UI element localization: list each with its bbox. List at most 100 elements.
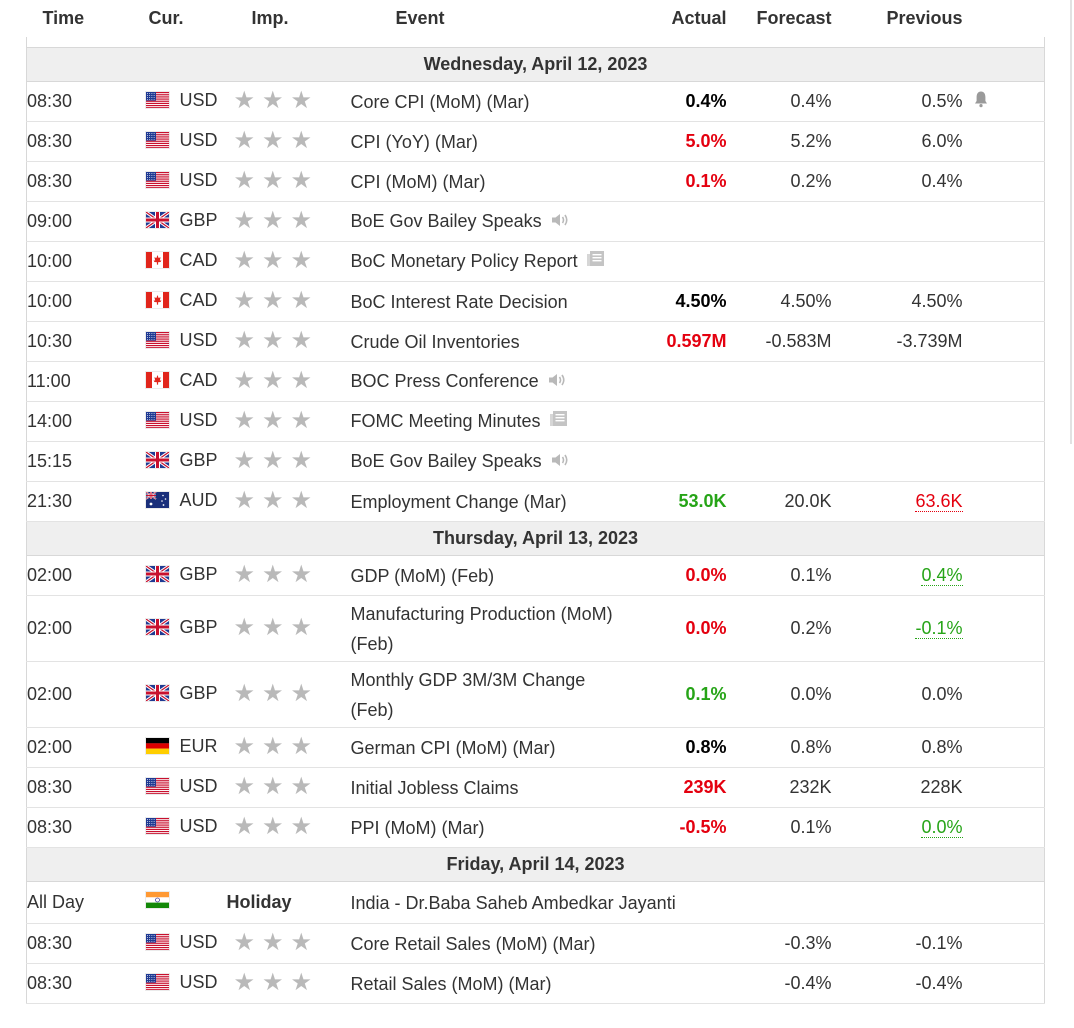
event-cell[interactable]: Manufacturing Production (MoM) (Feb) bbox=[350, 595, 627, 662]
event-row[interactable]: 10:00 CAD ★ ★ ★ BoC Monetary Policy Report bbox=[26, 241, 1045, 282]
currency-code: USD bbox=[179, 89, 218, 110]
event-name[interactable]: Core CPI (MoM) (Mar) bbox=[350, 91, 530, 112]
event-name[interactable]: CPI (YoY) (Mar) bbox=[350, 131, 478, 152]
event-row[interactable]: 11:00 CAD ★ ★ ★ BOC Press Conference bbox=[26, 361, 1045, 402]
event-time: 11:00 bbox=[26, 361, 127, 402]
currency-wrap bbox=[127, 892, 180, 908]
speaker-icon bbox=[550, 447, 570, 477]
importance-cell: ★ ★ ★ bbox=[226, 401, 351, 442]
holiday-event-name[interactable]: India - Dr.Baba Saheb Ambedkar Jayanti bbox=[350, 881, 1045, 924]
event-row[interactable]: 21:30 AUD ★ ★ ★ Employment Change (Mar) 53.0K 2… bbox=[26, 481, 1045, 522]
previous-value[interactable]: 0.0% bbox=[921, 817, 963, 838]
event-name[interactable]: Initial Jobless Claims bbox=[350, 777, 519, 798]
event-cell[interactable]: FOMC Meeting Minutes bbox=[350, 401, 627, 442]
event-row[interactable]: 10:30 USD ★ ★ ★ Crude Oil Inventories 0.597M -0… bbox=[26, 321, 1045, 362]
event-name[interactable]: BoC Interest Rate Decision bbox=[350, 291, 568, 312]
forecast-value: 20.0K bbox=[726, 481, 832, 522]
event-name[interactable]: Employment Change (Mar) bbox=[350, 491, 567, 512]
event-row[interactable]: 02:00 GBP ★ ★ ★ Manufacturing Production (MoM… bbox=[26, 595, 1045, 662]
event-row[interactable]: 08:30 USD ★ ★ ★ Initial Jobless Claims 239K 232… bbox=[26, 767, 1045, 808]
actual-value: 0.0% bbox=[626, 555, 727, 596]
column-header-event[interactable]: Event bbox=[395, 8, 445, 28]
event-cell[interactable]: PPI (MoM) (Mar) bbox=[350, 807, 627, 848]
event-cell[interactable]: BoC Interest Rate Decision bbox=[350, 281, 627, 322]
event-row[interactable]: 08:30 USD ★ ★ ★ Core CPI (MoM) (Mar) 0.4% 0.4% 0… bbox=[26, 81, 1045, 122]
currency-code: USD bbox=[179, 129, 218, 150]
event-row[interactable]: 08:30 USD ★ ★ ★ PPI (MoM) (Mar) -0.5% 0.1% 0.0% bbox=[26, 807, 1045, 848]
star-icon: ★ bbox=[290, 407, 313, 434]
event-cell[interactable]: Crude Oil Inventories bbox=[350, 321, 627, 362]
event-row[interactable]: 15:15 GBP ★ ★ ★ BoE Gov Bailey Speaks bbox=[26, 441, 1045, 482]
event-cell[interactable]: Core Retail Sales (MoM) (Mar) bbox=[350, 923, 627, 964]
event-row[interactable]: 02:00 GBP ★ ★ ★ GDP (MoM) (Feb) 0.0% 0.1% 0.4% bbox=[26, 555, 1045, 596]
event-cell[interactable]: BoC Monetary Policy Report bbox=[350, 241, 627, 282]
previous-value: -0.1% bbox=[915, 933, 963, 953]
event-row[interactable]: 09:00 GBP ★ ★ ★ BoE Gov Bailey Speaks bbox=[26, 201, 1045, 242]
event-cell[interactable]: BoE Gov Bailey Speaks bbox=[350, 201, 627, 242]
column-header-forecast[interactable]: Forecast bbox=[756, 8, 832, 28]
importance-stars: ★ ★ ★ bbox=[227, 329, 313, 353]
event-row[interactable]: 02:00 GBP ★ ★ ★ Monthly GDP 3M/3M Change (Feb… bbox=[26, 661, 1045, 728]
event-name[interactable]: BoC Monetary Policy Report bbox=[350, 250, 578, 271]
event-name[interactable]: BoE Gov Bailey Speaks bbox=[350, 210, 542, 231]
currency-cell: CAD bbox=[126, 281, 227, 322]
report-icon bbox=[549, 407, 569, 437]
event-cell[interactable]: Initial Jobless Claims bbox=[350, 767, 627, 808]
event-name[interactable]: Retail Sales (MoM) (Mar) bbox=[350, 973, 552, 994]
event-cell[interactable]: Core CPI (MoM) (Mar) bbox=[350, 81, 627, 122]
event-row[interactable]: 10:00 CAD ★ ★ ★ BoC Interest Rate Decision 4.5… bbox=[26, 281, 1045, 322]
previous-value[interactable]: -0.1% bbox=[915, 618, 963, 639]
importance-stars: ★ ★ ★ bbox=[227, 407, 313, 434]
event-row[interactable]: 08:30 USD ★ ★ ★ Retail Sales (MoM) (Mar) -0.4%… bbox=[26, 963, 1045, 1004]
importance-stars: ★ ★ ★ bbox=[227, 561, 313, 588]
event-name[interactable]: Manufacturing Production (MoM) (Feb) bbox=[350, 603, 613, 654]
event-name[interactable]: FOMC Meeting Minutes bbox=[350, 410, 541, 431]
event-cell[interactable]: Retail Sales (MoM) (Mar) bbox=[350, 963, 627, 1004]
event-name[interactable]: GDP (MoM) (Feb) bbox=[350, 565, 495, 586]
holiday-row[interactable]: All Day Holiday India - Dr.Baba Saheb Ambe… bbox=[26, 881, 1045, 924]
event-cell[interactable]: CPI (YoY) (Mar) bbox=[350, 121, 627, 162]
column-header-previous[interactable]: Previous bbox=[886, 8, 963, 28]
event-cell[interactable]: CPI (MoM) (Mar) bbox=[350, 161, 627, 202]
event-name[interactable]: BOC Press Conference bbox=[350, 370, 539, 391]
column-header-time[interactable]: Time bbox=[42, 8, 85, 28]
event-cell[interactable]: Monthly GDP 3M/3M Change (Feb) bbox=[350, 661, 627, 728]
star-icon: ★ bbox=[262, 733, 284, 760]
previous-value[interactable]: 63.6K bbox=[915, 491, 963, 512]
event-name[interactable]: Monthly GDP 3M/3M Change (Feb) bbox=[350, 669, 586, 720]
currency-wrap: GBP bbox=[127, 210, 218, 231]
importance-stars: ★ ★ ★ bbox=[227, 815, 313, 839]
event-name[interactable]: Core Retail Sales (MoM) (Mar) bbox=[350, 933, 596, 954]
star-icon: ★ bbox=[290, 247, 313, 274]
event-cell[interactable]: Employment Change (Mar) bbox=[350, 481, 627, 522]
event-row[interactable]: 08:30 USD ★ ★ ★ CPI (YoY) (Mar) 5.0% 5.2% 6.0% bbox=[26, 121, 1045, 162]
event-row[interactable]: 14:00 USD ★ ★ ★ FOMC Meeting Minutes bbox=[26, 401, 1045, 442]
column-header-importance[interactable]: Imp. bbox=[251, 8, 289, 28]
event-name[interactable]: CPI (MoM) (Mar) bbox=[350, 171, 486, 192]
forecast-value: 0.4% bbox=[726, 81, 832, 122]
event-cell[interactable]: GDP (MoM) (Feb) bbox=[350, 555, 627, 596]
currency-wrap: USD bbox=[127, 972, 218, 993]
event-cell[interactable]: BoE Gov Bailey Speaks bbox=[350, 441, 627, 482]
star-icon: ★ bbox=[233, 127, 256, 154]
forecast-value bbox=[726, 441, 832, 482]
gb-flag-icon bbox=[145, 619, 169, 636]
previous-value[interactable]: 0.4% bbox=[921, 565, 963, 586]
event-row[interactable]: 02:00 EUR ★ ★ ★ German CPI (MoM) (Mar) 0.8% 0.8… bbox=[26, 727, 1045, 768]
event-cell[interactable]: BOC Press Conference bbox=[350, 361, 627, 402]
alert-cell bbox=[962, 441, 1045, 482]
star-icon: ★ bbox=[262, 561, 284, 588]
column-header-currency[interactable]: Cur. bbox=[148, 8, 184, 28]
importance-cell: ★ ★ ★ bbox=[226, 555, 351, 596]
star-icon: ★ bbox=[262, 773, 284, 800]
event-name[interactable]: BoE Gov Bailey Speaks bbox=[350, 450, 542, 471]
event-name[interactable]: German CPI (MoM) (Mar) bbox=[350, 737, 556, 758]
event-row[interactable]: 08:30 USD ★ ★ ★ CPI (MoM) (Mar) 0.1% 0.2% 0.4% bbox=[26, 161, 1045, 202]
column-header-actual[interactable]: Actual bbox=[671, 8, 727, 28]
event-cell[interactable]: German CPI (MoM) (Mar) bbox=[350, 727, 627, 768]
event-name[interactable]: Crude Oil Inventories bbox=[350, 331, 520, 352]
star-icon: ★ bbox=[262, 167, 284, 194]
bell-icon[interactable] bbox=[973, 90, 989, 113]
event-row[interactable]: 08:30 USD ★ ★ ★ Core Retail Sales (MoM) (Mar)… bbox=[26, 923, 1045, 964]
event-name[interactable]: PPI (MoM) (Mar) bbox=[350, 817, 485, 838]
